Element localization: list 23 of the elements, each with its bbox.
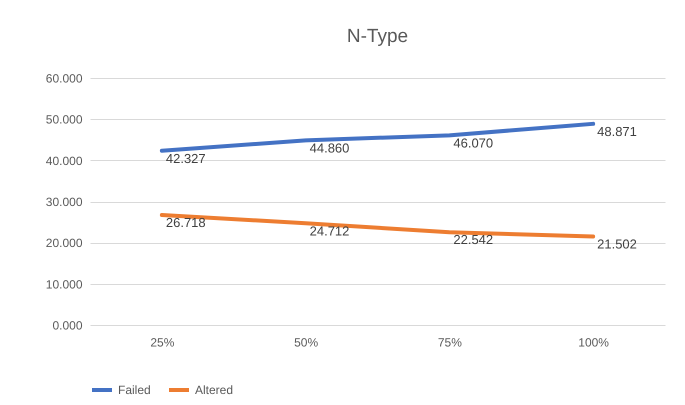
x-tick-label: 50% xyxy=(294,336,318,350)
line-series xyxy=(160,122,596,153)
y-tick-label: 10.000 xyxy=(46,277,83,292)
x-tick-label: 100% xyxy=(578,336,610,350)
y-tick-label: 60.000 xyxy=(46,72,83,86)
data-label: 22.542 xyxy=(453,232,494,248)
x-tick-label: 25% xyxy=(150,336,175,350)
data-label: 46.070 xyxy=(453,135,494,150)
data-label: 21.502 xyxy=(597,236,637,252)
legend-label: Altered xyxy=(195,383,234,397)
data-label: 44.860 xyxy=(310,140,350,156)
y-tick-label: 0.000 xyxy=(52,318,83,332)
data-label: 26.718 xyxy=(166,215,206,230)
data-label: 24.712 xyxy=(310,223,350,238)
y-tick-label: 50.000 xyxy=(46,112,83,127)
y-tick-label: 30.000 xyxy=(46,195,83,209)
x-tick-label: 75% xyxy=(438,336,462,350)
legend-label: Failed xyxy=(118,383,151,397)
data-label: 48.871 xyxy=(597,124,637,139)
chart-title: N-Type xyxy=(346,26,408,47)
y-tick-label: 20.000 xyxy=(46,236,83,250)
y-tick-label: 40.000 xyxy=(46,154,83,168)
data-label: 42.327 xyxy=(166,150,206,166)
